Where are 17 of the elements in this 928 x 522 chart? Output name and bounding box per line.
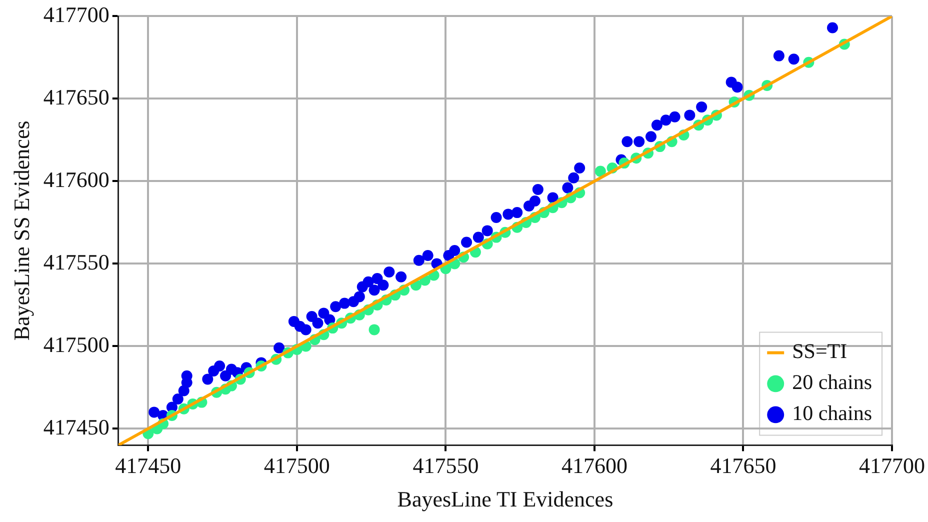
y-axis-title: BayesLine SS Evidences [8,120,34,341]
y-tick-label: 417550 [43,249,110,274]
x-tick-label: 417550 [412,453,479,478]
legend-label: SS=TI [792,339,848,364]
y-tick-label: 417650 [43,84,110,110]
x-axis-title: BayesLine TI Evidences [397,486,614,512]
legend-label: 20 chains [792,370,872,394]
x-tick-label: 417450 [115,453,182,478]
y-tick-label: 417450 [43,414,110,440]
legend-label: 10 chains [792,401,872,426]
x-tick-label: 417650 [710,453,776,478]
x-tick-label: 417500 [264,453,330,478]
y-tick-label: 417600 [43,166,110,192]
y-tick-label: 417500 [43,332,110,357]
y-tick-label: 417700 [43,2,110,27]
x-tick-label: 417600 [561,453,628,478]
x-tick-label: 417700 [859,453,925,478]
